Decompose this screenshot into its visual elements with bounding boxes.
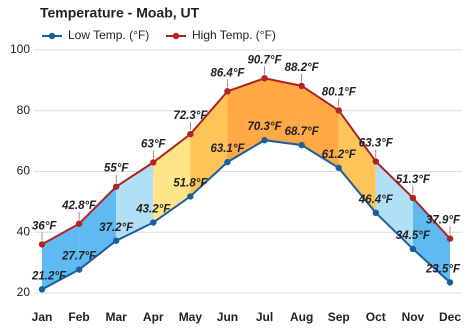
- data-point: [409, 194, 417, 202]
- data-label: 37.9°F: [426, 215, 461, 227]
- data-label: 43.2°F: [135, 204, 171, 216]
- range-band: [338, 110, 376, 213]
- data-label: 88.2°F: [285, 62, 320, 74]
- legend-marker: [48, 32, 56, 40]
- x-tick-label: Aug: [290, 310, 313, 324]
- x-tick-label: May: [179, 310, 203, 324]
- x-tick-label: Jun: [217, 310, 238, 324]
- data-point: [224, 158, 231, 166]
- data-label: 51.3°F: [396, 174, 431, 186]
- data-point: [112, 237, 120, 244]
- y-tick-label: 80: [17, 103, 31, 117]
- data-label: 23.5°F: [425, 263, 461, 275]
- y-tick-label: 20: [17, 285, 31, 299]
- legend-label: High Temp. (°F): [192, 28, 276, 42]
- x-tick-label: Jul: [256, 310, 273, 324]
- range-band: [79, 186, 117, 270]
- data-point: [112, 183, 120, 190]
- range-band: [301, 85, 339, 168]
- data-label: 61.2°F: [322, 149, 357, 161]
- range-band: [375, 161, 413, 249]
- data-point: [150, 159, 157, 166]
- x-tick-label: Apr: [143, 310, 164, 324]
- chart-title: Temperature - Moab, UT: [40, 5, 200, 21]
- x-tick-label: Nov: [402, 310, 425, 324]
- data-point: [261, 75, 268, 82]
- data-point: [372, 158, 380, 165]
- data-label: 63.1°F: [210, 143, 245, 155]
- data-point: [298, 141, 305, 149]
- data-label: 72.3°F: [173, 110, 208, 122]
- data-point: [409, 245, 417, 253]
- range-band: [116, 162, 154, 241]
- y-tick-label: 40: [17, 224, 31, 238]
- series-line: [41, 77, 451, 246]
- data-label: 80.1°F: [322, 86, 357, 98]
- data-label: 21.2°F: [31, 270, 67, 282]
- data-label: 46.4°F: [358, 194, 394, 206]
- x-tick-label: Feb: [68, 310, 89, 324]
- data-point: [298, 82, 305, 90]
- data-point: [372, 209, 380, 217]
- data-point: [335, 164, 342, 172]
- data-point: [446, 279, 454, 286]
- data-point: [150, 219, 157, 226]
- data-label: 27.7°F: [61, 251, 97, 263]
- data-label: 34.5°F: [396, 230, 431, 242]
- data-label: 37.2°F: [99, 222, 134, 234]
- data-label: 63.3°F: [359, 138, 394, 150]
- data-point: [75, 266, 83, 273]
- data-label: 68.7°F: [285, 126, 320, 138]
- range-band: [412, 197, 450, 283]
- data-label: 86.4°F: [210, 67, 245, 79]
- range-band: [227, 78, 265, 163]
- data-point: [187, 130, 194, 138]
- data-point: [224, 88, 231, 95]
- y-tick-label: 100: [10, 42, 30, 56]
- data-point: [261, 137, 268, 144]
- data-point: [75, 220, 83, 227]
- x-tick-label: Mar: [106, 310, 128, 324]
- data-label: 42.8°F: [61, 200, 97, 212]
- x-tick-label: Sep: [328, 310, 350, 324]
- x-tick-label: Jan: [32, 310, 53, 324]
- data-label: 36°F: [32, 220, 57, 232]
- data-label: 55°F: [104, 163, 129, 175]
- data-label: 51.8°F: [173, 177, 208, 189]
- legend-label: Low Temp. (°F): [68, 28, 149, 42]
- data-point: [335, 107, 342, 114]
- data-label: 90.7°F: [248, 54, 283, 66]
- data-point: [38, 241, 46, 248]
- data-point: [446, 235, 454, 242]
- x-tick-label: Dec: [439, 310, 461, 324]
- data-label: 70.3°F: [248, 121, 283, 133]
- range-band: [264, 78, 302, 146]
- x-tick-label: Oct: [366, 310, 386, 324]
- data-point: [187, 193, 194, 200]
- y-tick-label: 60: [17, 164, 31, 178]
- data-point: [38, 286, 46, 293]
- legend-marker: [172, 32, 180, 40]
- data-label: 63°F: [141, 138, 166, 150]
- series-line: [41, 139, 451, 291]
